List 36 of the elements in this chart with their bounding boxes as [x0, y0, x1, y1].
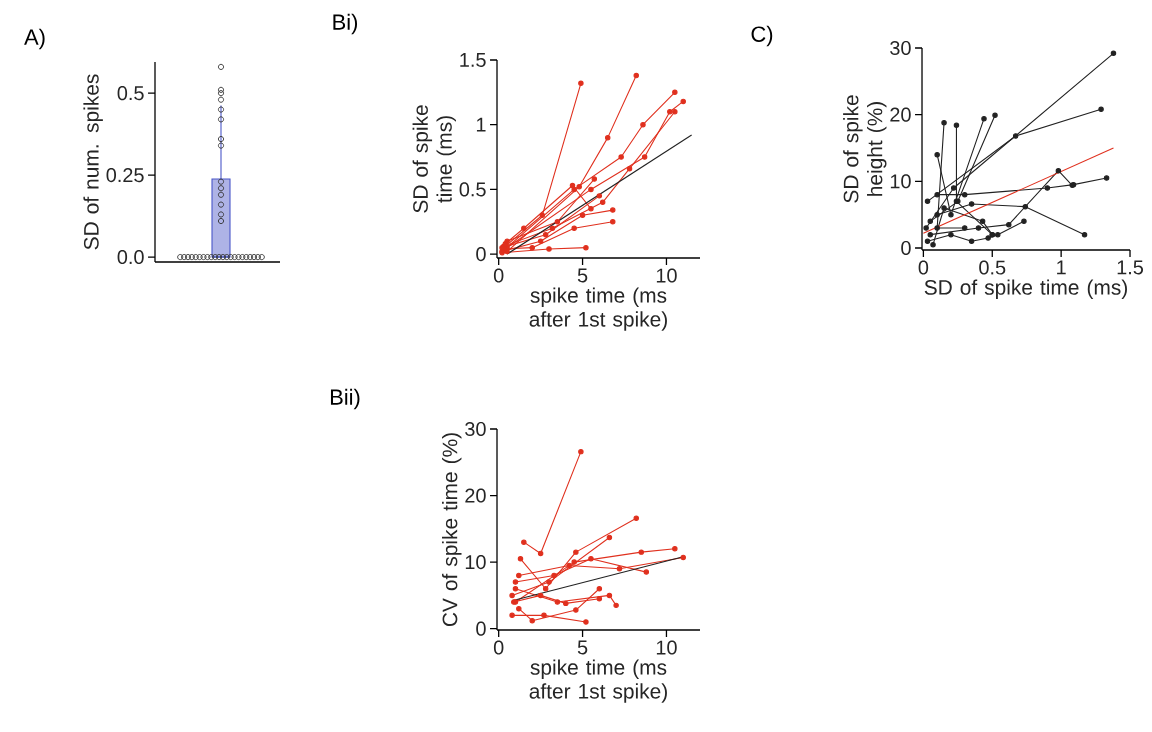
y-tick-label: 30 [890, 40, 911, 56]
y-tick-label: 20 [890, 107, 911, 122]
x-tick-label: 10 [656, 640, 677, 655]
y-tick-label: 0.5 [459, 182, 486, 197]
y-tick-label: 10 [465, 555, 486, 570]
chart-title: C) [751, 25, 773, 47]
x-tick-label: 1 [1057, 260, 1066, 275]
chart-title: Bi) [333, 13, 358, 35]
y-tick-label: 1 [476, 117, 486, 132]
x-tick-label: 0 [918, 260, 929, 275]
y-axis-title: CV of spike time (%) [442, 433, 462, 627]
y-tick-label: 30 [465, 421, 486, 437]
x-tick-label: 5 [577, 268, 588, 283]
x-tick-label: 0 [493, 640, 504, 655]
y-tick-label: 1.5 [460, 53, 486, 67]
y-axis-title: SD of spike time (ms) [412, 105, 456, 213]
y-axis-title: SD of num. spikes [83, 74, 103, 250]
y-tick-label: 0 [901, 240, 911, 256]
x-tick-label: 10 [656, 268, 677, 283]
x-tick-label: 0 [493, 268, 504, 283]
y-tick-label: 0 [476, 621, 486, 636]
x-axis-title: spike time (ms after 1st spike) [529, 659, 667, 703]
y-tick-label: 0.5 [117, 86, 144, 101]
x-tick-label: 5 [577, 640, 588, 655]
y-tick-label: 10 [890, 174, 911, 189]
chart-title: Bii) [330, 388, 360, 410]
y-tick-label: 0.0 [117, 250, 144, 265]
y-tick-label: 0 [476, 247, 486, 262]
y-axis-title: SD of spike height (%) [843, 95, 887, 203]
x-tick-label: 1.5 [1117, 260, 1144, 275]
x-tick-label: 0.5 [979, 260, 1006, 275]
x-axis-title: SD of spike time (ms) [924, 279, 1127, 299]
chart-title: A) [24, 28, 45, 50]
y-tick-label: 20 [465, 488, 486, 503]
y-tick-label: 0.25 [106, 168, 144, 183]
x-axis-title: spike time (ms after 1st spike) [529, 287, 667, 331]
